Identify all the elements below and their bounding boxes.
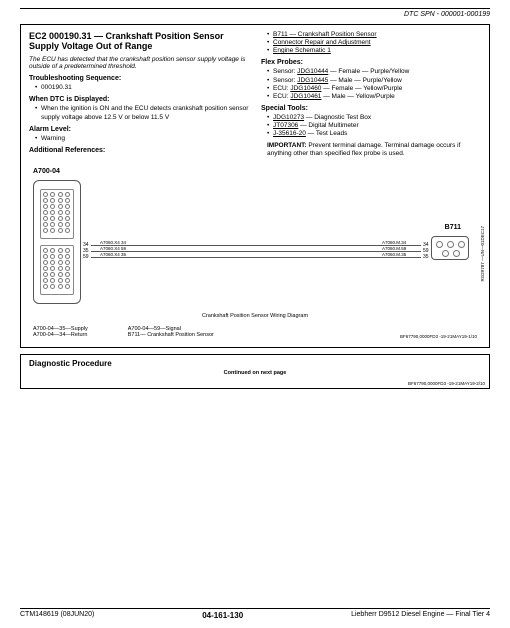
connector-b-label: B711 bbox=[445, 224, 461, 231]
troubleshooting-heading: Troubleshooting Sequence: bbox=[29, 75, 249, 82]
diagram-caption: Crankshaft Position Sensor Wiring Diagra… bbox=[29, 313, 481, 319]
ref-item: Connector Repair and Adjustment bbox=[267, 39, 481, 47]
dtc-title: EC2 000190.31 — Crankshaft Position Sens… bbox=[29, 31, 249, 52]
alarm-heading: Alarm Level: bbox=[29, 126, 249, 133]
tool-item: JDG10273 — Diagnostic Test Box bbox=[267, 114, 481, 122]
addl-ref-heading: Additional References: bbox=[29, 147, 249, 154]
footer-left: CTM148619 (08JUN20) bbox=[20, 611, 94, 620]
connector-b bbox=[431, 236, 469, 260]
page-footer: CTM148619 (08JUN20) 04-161-130 Liebherr … bbox=[20, 608, 490, 620]
tool-item: J-35616-20 — Test Leads bbox=[267, 130, 481, 138]
flex-item: ECU: JDG10461 — Male — Yellow/Purple bbox=[267, 93, 481, 101]
wiring-diagram: A700-04 34 35 59 A7060.X4 34 A7060.X4 59… bbox=[29, 166, 481, 341]
footer-page-number: 04-161-130 bbox=[202, 611, 243, 620]
alarm-item: Warning bbox=[35, 135, 249, 143]
diagnostic-procedure-title: Diagnostic Procedure bbox=[29, 359, 481, 368]
connector-a bbox=[33, 180, 81, 304]
dtc-description: The ECU has detected that the crankshaft… bbox=[29, 56, 249, 72]
flex-item: Sensor: JDG10445 — Male — Purple/Yellow bbox=[267, 77, 481, 85]
header-dtc-range: DTC SPN - 000001-000199 bbox=[20, 11, 490, 18]
side-figure-code: RG29787 —UN—01DEC17 bbox=[480, 226, 485, 282]
continued-text: Continued on next page bbox=[29, 370, 481, 376]
when-displayed-item: When the ignition is ON and the ECU dete… bbox=[35, 105, 249, 121]
figure-code: BF67790,0000FD3 -19-21MAY19-2/10 bbox=[408, 381, 485, 386]
figure-code: BF67790,0000FD3 -19-21MAY19-1/10 bbox=[400, 334, 477, 339]
diagnostic-procedure-box: Diagnostic Procedure Continued on next p… bbox=[20, 354, 490, 389]
when-displayed-heading: When DTC is Displayed: bbox=[29, 96, 249, 103]
flex-item: ECU: JDG10460 — Female — Yellow/Purple bbox=[267, 85, 481, 93]
footer-right: Liebherr D9512 Diesel Engine — Final Tie… bbox=[351, 611, 490, 620]
main-content-box: EC2 000190.31 — Crankshaft Position Sens… bbox=[20, 24, 490, 348]
flex-item: Sensor: JDG10444 — Female — Purple/Yello… bbox=[267, 68, 481, 76]
ref-item: Engine Schematic 1 bbox=[267, 47, 481, 55]
flex-heading: Flex Probes: bbox=[261, 59, 481, 66]
troubleshooting-item: 000190.31 bbox=[35, 84, 249, 92]
connector-a-label: A700-04 bbox=[33, 168, 60, 175]
diagram-legend: A700-04—35—Supply A700-04—34—Return A700… bbox=[33, 326, 214, 339]
important-note: IMPORTANT: Prevent terminal damage. Term… bbox=[261, 142, 481, 158]
ref-item: B711 — Crankshaft Position Sensor bbox=[267, 31, 481, 39]
tools-heading: Special Tools: bbox=[261, 105, 481, 112]
tool-item: JT07306 — Digital Multimeter bbox=[267, 122, 481, 130]
